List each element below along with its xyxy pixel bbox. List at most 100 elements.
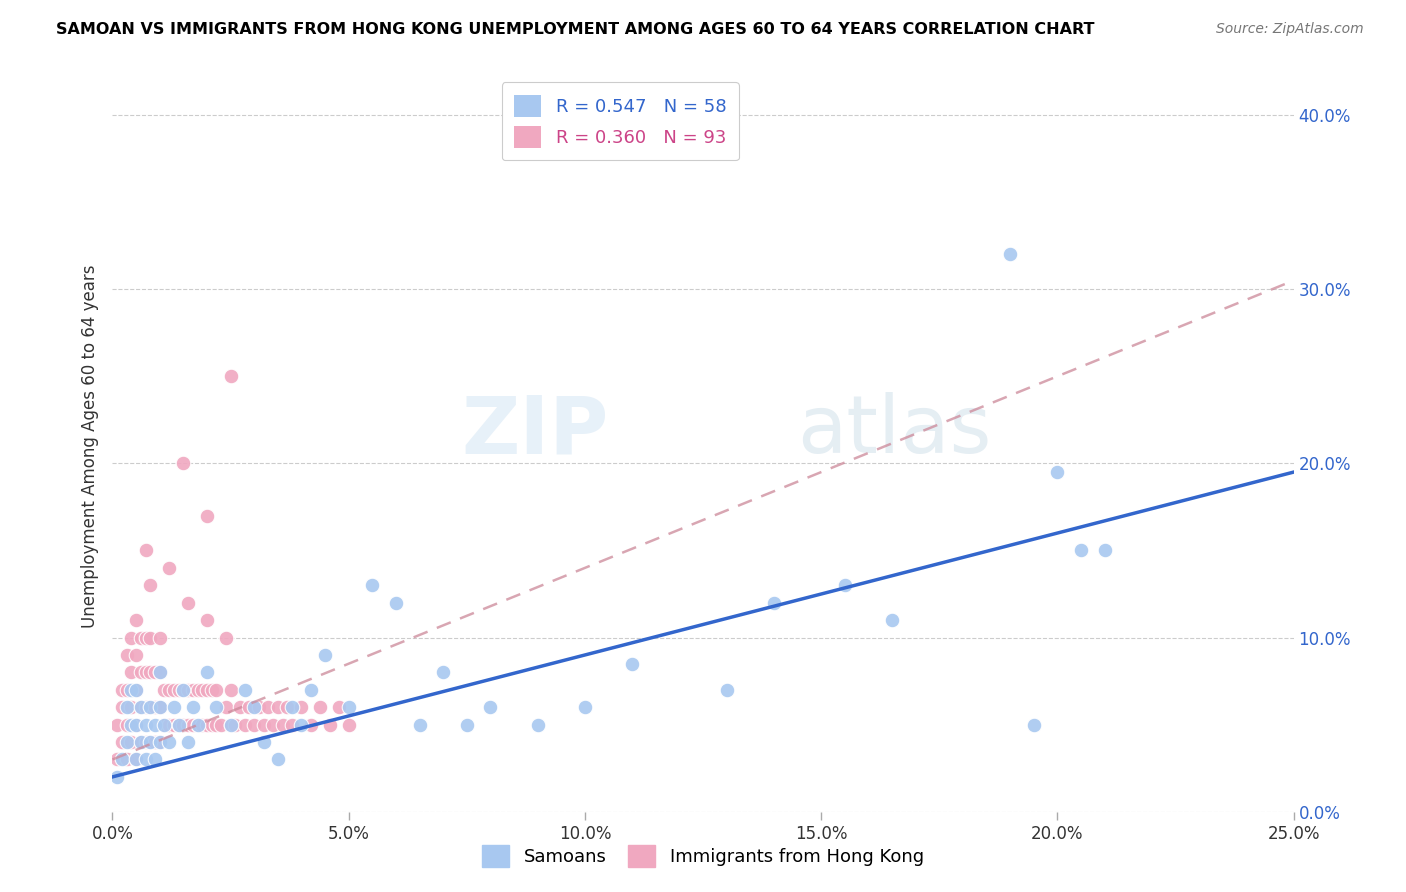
Point	[111, 735, 134, 749]
Point	[186, 717, 208, 731]
Point	[149, 735, 172, 749]
Point	[125, 717, 148, 731]
Text: Source: ZipAtlas.com: Source: ZipAtlas.com	[1216, 22, 1364, 37]
Point	[129, 735, 152, 749]
Point	[1022, 717, 1045, 731]
Point	[271, 717, 294, 731]
Point	[135, 631, 157, 645]
Point	[120, 700, 142, 714]
Point	[163, 682, 186, 697]
Point	[172, 682, 194, 697]
Point	[153, 717, 176, 731]
Point	[135, 735, 157, 749]
Point	[299, 682, 322, 697]
Point	[177, 717, 200, 731]
Point	[1046, 465, 1069, 479]
Point	[276, 700, 298, 714]
Point	[219, 369, 242, 384]
Point	[177, 735, 200, 749]
Point	[125, 682, 148, 697]
Point	[157, 717, 180, 731]
Point	[215, 631, 238, 645]
Point	[135, 543, 157, 558]
Point	[257, 700, 280, 714]
Point	[243, 717, 266, 731]
Point	[385, 596, 408, 610]
Point	[125, 752, 148, 766]
Point	[209, 717, 232, 731]
Point	[1094, 543, 1116, 558]
Point	[153, 717, 176, 731]
Point	[309, 700, 332, 714]
Point	[526, 717, 548, 731]
Point	[143, 752, 166, 766]
Point	[157, 561, 180, 575]
Point	[105, 770, 128, 784]
Point	[135, 665, 157, 680]
Point	[139, 665, 162, 680]
Point	[574, 700, 596, 714]
Point	[205, 700, 228, 714]
Point	[111, 700, 134, 714]
Point	[337, 717, 360, 731]
Point	[139, 578, 162, 592]
Point	[167, 717, 190, 731]
Point	[125, 752, 148, 766]
Point	[195, 682, 218, 697]
Point	[191, 682, 214, 697]
Point	[361, 578, 384, 592]
Point	[177, 682, 200, 697]
Point	[195, 508, 218, 523]
Point	[120, 717, 142, 731]
Point	[129, 631, 152, 645]
Point	[314, 648, 336, 662]
Text: SAMOAN VS IMMIGRANTS FROM HONG KONG UNEMPLOYMENT AMONG AGES 60 TO 64 YEARS CORRE: SAMOAN VS IMMIGRANTS FROM HONG KONG UNEM…	[56, 22, 1095, 37]
Point	[243, 700, 266, 714]
Point	[229, 700, 252, 714]
Point	[219, 717, 242, 731]
Point	[135, 752, 157, 766]
Point	[129, 735, 152, 749]
Point	[253, 717, 276, 731]
Point	[205, 682, 228, 697]
Point	[238, 700, 260, 714]
Point	[319, 717, 342, 731]
Point	[281, 717, 304, 731]
Point	[186, 717, 208, 731]
Point	[233, 682, 256, 697]
Point	[219, 682, 242, 697]
Legend: R = 0.547   N = 58, R = 0.360   N = 93: R = 0.547 N = 58, R = 0.360 N = 93	[502, 82, 740, 161]
Legend: Samoans, Immigrants from Hong Kong: Samoans, Immigrants from Hong Kong	[475, 838, 931, 874]
Point	[167, 717, 190, 731]
Point	[177, 596, 200, 610]
Point	[172, 682, 194, 697]
Point	[233, 717, 256, 731]
Point	[115, 682, 138, 697]
Point	[167, 682, 190, 697]
Point	[139, 700, 162, 714]
Point	[139, 700, 162, 714]
Point	[834, 578, 856, 592]
Point	[253, 735, 276, 749]
Point	[195, 613, 218, 627]
Point	[120, 682, 142, 697]
Point	[432, 665, 454, 680]
Point	[215, 700, 238, 714]
Point	[149, 700, 172, 714]
Point	[120, 631, 142, 645]
Point	[157, 682, 180, 697]
Point	[105, 752, 128, 766]
Point	[281, 700, 304, 714]
Point	[115, 735, 138, 749]
Point	[1070, 543, 1092, 558]
Point	[125, 717, 148, 731]
Point	[157, 735, 180, 749]
Point	[267, 700, 290, 714]
Point	[105, 717, 128, 731]
Point	[115, 700, 138, 714]
Point	[163, 717, 186, 731]
Point	[219, 717, 242, 731]
Point	[186, 682, 208, 697]
Point	[135, 717, 157, 731]
Point	[267, 752, 290, 766]
